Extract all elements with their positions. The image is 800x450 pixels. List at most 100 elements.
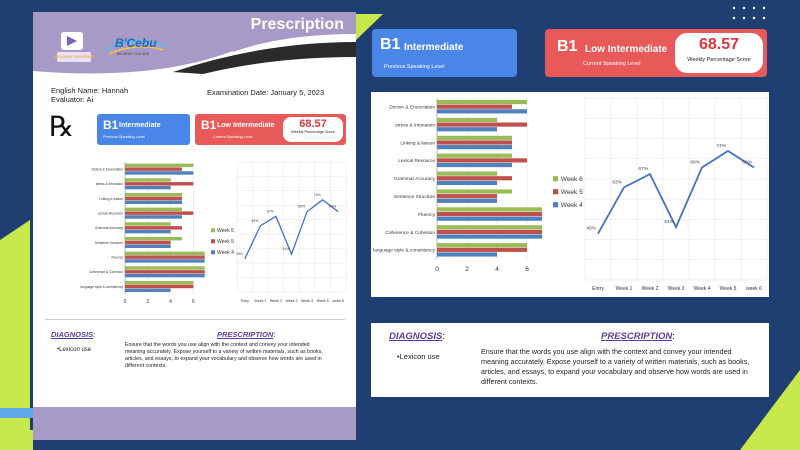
prescription-text-small: Ensure that the words you use align with… [125, 342, 323, 370]
line-x-tick: week 6 [746, 286, 762, 292]
line-x-tick: Entry [241, 299, 250, 303]
bar-week-6 [125, 236, 182, 241]
diagnosis-colon-large: : [442, 331, 445, 342]
bar-week-6 [437, 189, 512, 194]
current-level-card-large: B1 Low Intermediate Current Speaking Lev… [545, 29, 767, 77]
bar-week-5 [125, 226, 182, 230]
bar-week-6 [125, 207, 182, 212]
prescription-text: Ensure that the words you use align with… [481, 347, 750, 386]
bar-week-5 [125, 284, 194, 289]
bar-week-4 [437, 127, 497, 132]
diagnosis-colon: : [93, 330, 96, 339]
bar-x-tick: 4 [169, 299, 172, 305]
skills-bar-chart: 0 2 4 6 Diction & Enunciation stress & Intona… [373, 98, 583, 273]
bar-week-6 [437, 171, 497, 176]
current-level-name-large: Low Intermediate [585, 44, 668, 55]
reading-program-logo-text: READING PROGRAM [53, 54, 95, 59]
bar-category-label: stress & Intonation [395, 122, 435, 128]
bar-week-5 [437, 140, 512, 145]
bar-week-6 [437, 135, 512, 140]
bar-week-4 [125, 273, 205, 278]
line-x-tick: Week 4 [694, 286, 711, 292]
prescription-label: PRESCRIPTION [217, 330, 274, 339]
bar-category-label: Grammar Accuracy [394, 176, 436, 182]
line-x-tick: Week 4 [301, 299, 313, 303]
bar-category-label: Grammar Accuracy [95, 226, 124, 230]
bar-week-6 [125, 266, 205, 270]
charts-panel: 0 2 4 6 Diction & Enunciation stress & Intona… [371, 92, 769, 297]
score-caption: Weekly Percentage Score [291, 130, 335, 134]
progress-line-chart-small: 49%63%67%51%69%74%69%Entry Week 1 Week 2 We… [236, 161, 347, 303]
score-value: 68.57 [299, 118, 327, 130]
bar-x-tick: 6 [192, 299, 195, 305]
bar-week-5 [437, 176, 512, 181]
rx-symbol: ℞ [49, 110, 75, 143]
line-x-tick: Week 5 [720, 286, 737, 292]
legend-label: Week 4 [217, 250, 234, 256]
bar-week-5 [125, 255, 205, 259]
line-data-label: 63% [612, 179, 622, 185]
bcebu-logo: B'Cebu BE WHAT YOU ARE [101, 32, 171, 62]
previous-level-card: B1 Intermediate Previous Speaking Level [97, 114, 190, 145]
line-x-tick: Entry [592, 286, 604, 292]
line-x-tick: Week 3 [668, 286, 685, 292]
bar-category-label: Diction & Enunciation [389, 105, 435, 111]
document-header-graphic [33, 12, 356, 82]
diagnosis-item-small: •Lexicon use [57, 347, 92, 353]
score-value-large: 68.57 [698, 36, 740, 53]
skills-bar-chart-small: 0 2 4 6 Diction & Enunciation stress & Intona… [80, 162, 234, 305]
bar-week-6 [437, 153, 512, 158]
current-level-caption: Current Speaking Level [213, 135, 253, 139]
line-data-label: 74% [314, 193, 321, 197]
current-level-caption-large: Current Speaking Level [583, 61, 641, 67]
bar-week-5 [125, 167, 182, 171]
bar-category-label: Lexical Resource [98, 211, 123, 215]
document-title: Prescription [250, 16, 344, 33]
bar-week-6 [125, 178, 171, 182]
bar-category-label: Fluency [111, 255, 123, 259]
bar-week-6 [125, 251, 205, 256]
current-level-code-large: B1 [557, 38, 578, 55]
diagnosis-title-small: DIAGNOSIS: [51, 330, 95, 339]
bar-week-6 [437, 243, 527, 248]
reading-program-logo: READING PROGRAM [53, 30, 95, 64]
previous-level-name-large: Intermediate [404, 42, 464, 53]
legend-swatch [211, 239, 215, 244]
previous-level-name: Intermediate [119, 122, 161, 129]
bar-category-label: Fluency [418, 212, 435, 218]
dot-grid-decoration [732, 6, 766, 20]
examination-date: Examination Date: January 5, 2023 [207, 88, 325, 97]
green-triangle-bottom-right [740, 370, 800, 450]
line-x-tick: Week 3 [285, 299, 297, 303]
prescription-colon-large: : [672, 331, 675, 342]
diagnosis-label-large: DIAGNOSIS [389, 331, 443, 342]
previous-level-code: B1 [103, 118, 119, 132]
document-footer-band [33, 407, 356, 440]
bar-week-5 [437, 247, 527, 252]
bar-week-6 [125, 163, 194, 168]
bar-category-label: language style & consistency [373, 248, 435, 254]
bar-week-4 [437, 145, 512, 150]
bar-week-4 [125, 215, 182, 219]
bar-week-4 [437, 180, 497, 186]
bar-week-4 [437, 252, 497, 257]
line-x-tick: Week 2 [270, 299, 282, 303]
prescription-title-small: PRESCRIPTION: [217, 330, 275, 339]
bar-week-4 [125, 171, 194, 175]
bar-week-4 [125, 185, 171, 190]
line-data-label: 49% [586, 226, 596, 232]
bar-week-5 [125, 196, 182, 201]
bar-week-5 [125, 270, 205, 274]
line-data-label: 69% [329, 205, 336, 209]
bar-category-label: stress & Intonation [96, 182, 123, 186]
line-data-label: 69% [298, 205, 305, 209]
current-level-code: B1 [201, 118, 217, 132]
diagnosis-title: DIAGNOSIS: [389, 331, 445, 342]
bar-x-tick: 4 [495, 266, 499, 273]
bar-week-4 [437, 162, 512, 168]
bar-x-tick: 6 [525, 266, 529, 273]
bar-week-6 [437, 117, 497, 123]
bar-x-tick: 0 [124, 299, 127, 305]
diagnosis-label: DIAGNOSIS [51, 330, 94, 339]
